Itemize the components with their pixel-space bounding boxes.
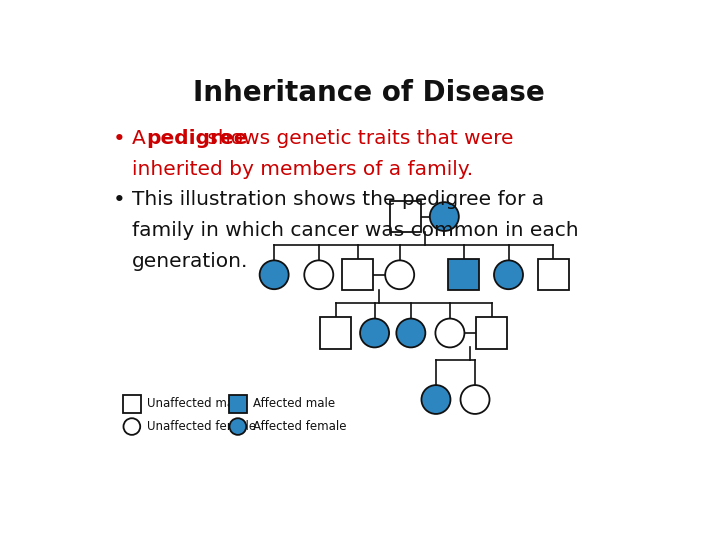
Ellipse shape — [430, 202, 459, 231]
Ellipse shape — [396, 319, 426, 347]
FancyBboxPatch shape — [449, 259, 480, 291]
FancyBboxPatch shape — [390, 201, 421, 232]
Ellipse shape — [421, 385, 451, 414]
Ellipse shape — [260, 260, 289, 289]
Text: Unaffected male: Unaffected male — [148, 397, 246, 410]
FancyBboxPatch shape — [320, 318, 351, 348]
FancyBboxPatch shape — [476, 318, 508, 348]
Ellipse shape — [436, 319, 464, 347]
Ellipse shape — [494, 260, 523, 289]
Text: inherited by members of a family.: inherited by members of a family. — [132, 160, 473, 179]
Text: •: • — [112, 190, 125, 210]
Ellipse shape — [305, 260, 333, 289]
Text: family in which cancer was common in each: family in which cancer was common in eac… — [132, 221, 578, 240]
Ellipse shape — [461, 385, 490, 414]
Text: A: A — [132, 129, 152, 149]
Text: •: • — [112, 129, 125, 149]
Ellipse shape — [230, 418, 246, 435]
Text: generation.: generation. — [132, 252, 248, 271]
FancyBboxPatch shape — [538, 259, 569, 291]
Text: Inheritance of Disease: Inheritance of Disease — [193, 79, 545, 107]
Text: This illustration shows the pedigree for a: This illustration shows the pedigree for… — [132, 190, 544, 208]
Text: Unaffected female: Unaffected female — [147, 420, 256, 433]
Text: shows genetic traits that were: shows genetic traits that were — [201, 129, 513, 149]
Text: Affected male: Affected male — [253, 397, 336, 410]
Ellipse shape — [124, 418, 140, 435]
Ellipse shape — [360, 319, 389, 347]
FancyBboxPatch shape — [123, 395, 141, 413]
Text: pedigree: pedigree — [146, 129, 248, 149]
Text: Affected female: Affected female — [253, 420, 346, 433]
Ellipse shape — [385, 260, 414, 289]
FancyBboxPatch shape — [342, 259, 374, 291]
FancyBboxPatch shape — [229, 395, 247, 413]
